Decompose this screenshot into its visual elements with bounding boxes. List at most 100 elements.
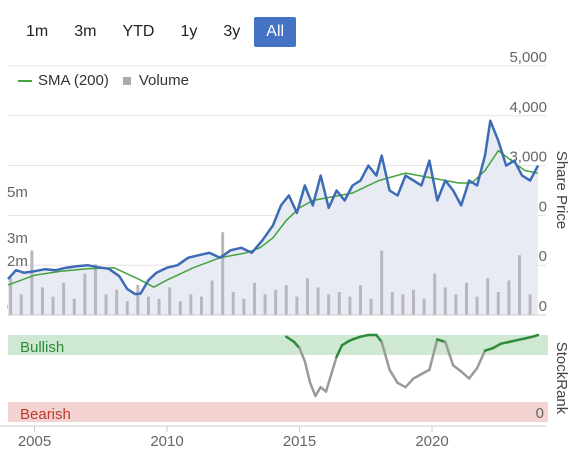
stockrank-zero-tick: 0 [536,405,544,422]
volume-bar [305,278,309,315]
volume-bar [19,294,23,315]
volume-bar [348,296,352,315]
sma-legend-label[interactable]: SMA (200) [38,72,109,89]
range-button-3m[interactable]: 3m [74,23,97,40]
volume-bar [274,289,278,315]
stockrank-segment [308,381,317,398]
stockrank-segment [285,335,296,344]
range-button-ytd[interactable]: YTD [122,23,155,40]
volume-bar [72,298,76,315]
volume-bar [517,255,521,315]
chart-legend: SMA (200) Volume [18,72,189,89]
volume-bar [40,287,44,315]
volume-bar [464,282,468,315]
volume-bar [221,232,225,315]
volume-legend-swatch [122,76,131,85]
price-area [8,120,539,315]
stockrank-segment [375,333,383,344]
volume-bar [125,301,129,315]
bearish-label: Bearish [20,406,71,423]
stockrank-segment [491,342,503,350]
volume-legend-label[interactable]: Volume [138,72,189,89]
volume-bar [242,298,246,315]
stockrank-segment [531,333,540,338]
stockrank-axis-title: StockRank [553,342,570,415]
volume-bar [104,294,108,315]
stockrank-segment [335,344,344,359]
stockrank-segment [467,366,479,380]
range-button-1y[interactable]: 1y [180,23,198,40]
volume-bar [401,294,405,315]
volume-bar [528,294,532,315]
volume-bar [390,292,394,315]
bullish-label: Bullish [20,339,64,356]
stockrank-segment [515,337,527,342]
volume-bar [168,287,172,315]
stockrank-segment [388,368,399,385]
volume-bar [327,294,331,315]
stockrank-segment [428,338,439,372]
volume-bar [199,296,203,315]
volume-bar [210,280,214,315]
volume-bar [295,296,299,315]
stockrank-segment [303,359,312,385]
stockrank-segment [420,368,431,376]
stockrank-segment [359,333,370,338]
stockrank-segment [475,349,487,370]
stockrank-segment [404,377,415,389]
volume-tick-label: 5m [7,184,28,201]
stockrank-segment [451,364,463,373]
volume-bar [358,285,362,315]
x-tick-label: 2015 [283,433,316,450]
stockrank-segment [444,340,455,367]
stockrank-segment [499,340,511,345]
volume-bar [51,296,55,315]
volume-bar [369,298,373,315]
stockrank-segment [330,355,338,376]
volume-bar [380,250,384,315]
volume-bar [9,278,13,315]
x-tick-label: 2005 [18,433,51,450]
volume-bar [83,273,87,315]
volume-bar [252,282,256,315]
stockrank-segment [380,340,391,372]
stockrank-segment [292,340,301,350]
volume-bar [411,289,415,315]
volume-bar [475,296,479,315]
volume-bar [486,278,490,315]
stockrank-segment [351,335,362,341]
volume-bar [157,298,161,315]
stockrank-segment [436,338,447,344]
volume-bar [231,292,235,315]
stockrank-segment [298,346,307,363]
range-selector: 1m 3m YTD 1y 3y All [14,17,298,49]
range-button-3y[interactable]: 3y [223,23,241,40]
price-tick-label: 3,000 [509,149,547,166]
range-button-1m[interactable]: 1m [26,23,49,40]
volume-bar [507,280,511,315]
stockrank-segment [483,346,495,352]
stockrank-segment [459,370,471,380]
x-tick-label: 2010 [150,433,183,450]
volume-bar [422,298,426,315]
volume-tick-label: 2m [7,253,28,270]
volume-bar [496,292,500,315]
price-line [7,119,540,296]
volume-bar [454,294,458,315]
volume-tick-label: 3m [7,230,28,247]
volume-bar [62,282,66,315]
bullish-band [8,335,548,355]
volume-bar [146,296,150,315]
volume-bar [433,273,437,315]
range-button-all[interactable]: All [254,17,297,47]
x-tick-label: 2020 [415,433,448,450]
stockrank-segment [507,338,519,344]
price-tick-label: 5,000 [509,49,547,66]
volume-bar [93,264,97,315]
volume-bar [443,287,447,315]
volume-bar [316,287,320,315]
volume-bar [136,285,140,315]
stockrank-segment [396,381,407,389]
volume-bar [30,250,34,315]
